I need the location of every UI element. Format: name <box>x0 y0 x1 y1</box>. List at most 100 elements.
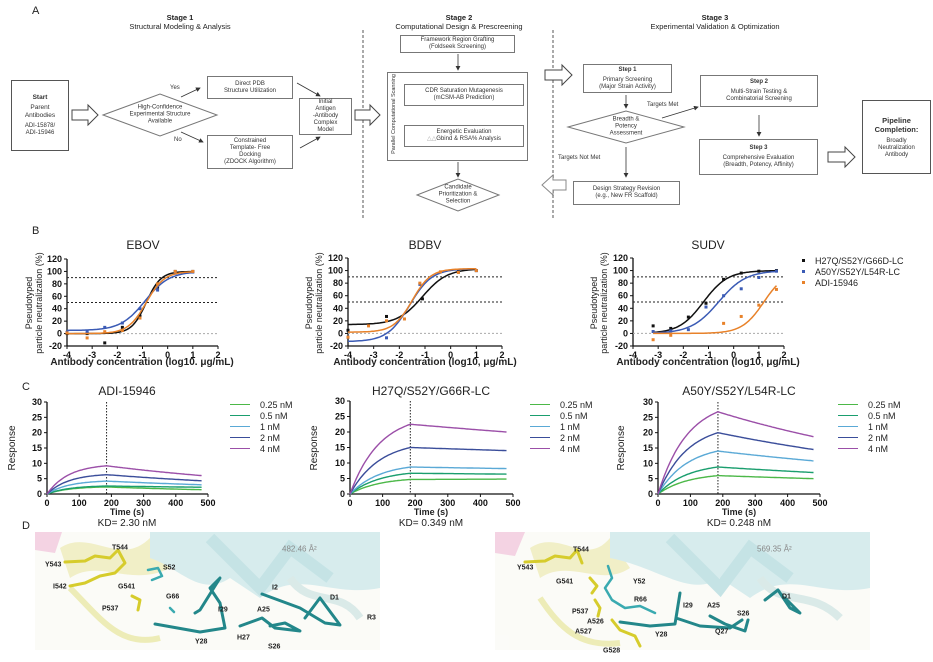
data-point <box>418 281 422 285</box>
kd-value-c1: KD= 2.30 nM <box>97 518 157 529</box>
legend-line <box>230 436 250 438</box>
chart-title-ebov: EBOV <box>126 238 160 252</box>
legend-label: 0.5 nM <box>260 411 288 421</box>
y-tick-label: 60 <box>618 291 628 301</box>
legend-line <box>838 425 858 427</box>
residue-label: A527 <box>575 628 592 636</box>
y-tick-label: 15 <box>32 443 42 453</box>
step3-title: Step 3 <box>749 145 768 151</box>
residue-label: G528 <box>603 647 621 655</box>
legend-label: 0.25 nM <box>868 400 901 410</box>
data-point <box>385 336 388 340</box>
stage3-subtitle: Experimental Validation & Optimization <box>650 22 780 31</box>
legend-line <box>530 403 550 405</box>
legend-label: 2 nM <box>868 433 889 443</box>
x-tick-label: 400 <box>473 498 488 508</box>
y-tick-label: 20 <box>52 316 62 326</box>
y-tick-label: 30 <box>32 397 42 407</box>
legend-item: 0.25 nM <box>838 400 901 410</box>
legend-line <box>230 403 250 405</box>
x-axis-label-c1: Time (s) <box>109 507 145 517</box>
x-tick-label: 2 <box>215 350 220 360</box>
residue-label: I29 <box>218 606 228 614</box>
data-point <box>722 321 726 325</box>
structure-image-parent <box>35 532 380 650</box>
y-tick-label: 20 <box>335 427 345 437</box>
residue-label: S26 <box>737 610 750 618</box>
step1-box: Step 1 Primary Screening (Major Strain A… <box>583 64 672 93</box>
x-tick-label: -3 <box>88 350 96 360</box>
assessment-text: Breadth & Potency Assessment <box>609 116 643 137</box>
data-point <box>774 287 778 291</box>
legend-item: 4 nM <box>838 444 888 454</box>
step1-body: Primary Screening (Major Strain Activity… <box>599 76 656 90</box>
data-point <box>138 316 142 320</box>
y-tick-label: 25 <box>643 412 653 422</box>
legend-line <box>530 436 550 438</box>
residue-label: P537 <box>572 608 589 616</box>
y-tick-label: 10 <box>32 458 42 468</box>
data-point <box>367 324 371 328</box>
block-arrow-left <box>541 173 567 197</box>
x-tick-label: -1 <box>704 350 712 360</box>
legend-label: ADI-15946 <box>815 278 859 288</box>
x-tick-label: 200 <box>715 498 730 508</box>
legend-item: 0.25 nM <box>530 400 593 410</box>
sensorgram-4-nM <box>349 423 507 495</box>
legend-marker <box>802 281 805 284</box>
x-tick-label: 300 <box>748 498 763 508</box>
data-point <box>65 331 69 335</box>
chart-title-bdbv: BDBV <box>408 238 442 252</box>
chart-title-sudv: SUDV <box>691 238 725 252</box>
buried-surface-area: 569.35 Å² <box>757 544 792 554</box>
residue-label: G541 <box>556 578 574 586</box>
legend-line <box>838 414 858 416</box>
y-tick-label: -20 <box>330 341 343 351</box>
data-point <box>669 326 673 330</box>
kd-value-c2: KD= 0.349 nM <box>398 518 464 529</box>
residue-label: Q27 <box>715 628 729 636</box>
data-point <box>156 282 160 286</box>
residue-label: G541 <box>118 583 136 591</box>
stage2-subtitle: Computational Design & Prescreening <box>395 22 523 31</box>
x-axis-label-c3: Time (s) <box>721 507 757 517</box>
residue-label: D1 <box>782 593 791 601</box>
legend-line <box>530 447 550 449</box>
y-tick-label: 20 <box>32 428 42 438</box>
chart-b3: -20 0 20 40 60 80 100 120 -4 -3 -2 -1 0 1 2 <box>613 253 787 360</box>
targets-met-label: Targets Met <box>647 102 679 108</box>
x-axis-label-c2: Time (s) <box>413 507 449 517</box>
decision-diamond <box>101 93 219 137</box>
x-tick-label: 0 <box>44 498 49 508</box>
constrained-docking-box: Constrained Template- Free Docking (ZDOC… <box>207 135 293 169</box>
legend-label: H27Q/S52Y/G66D-LC <box>815 256 904 266</box>
x-tick-label: 400 <box>168 498 183 508</box>
chart-title-h27q: H27Q/S52Y/G66R-LC <box>371 384 491 398</box>
step3-box: Step 3 Comprehensive Evaluation (Breadth… <box>699 139 818 175</box>
data-point <box>774 269 778 273</box>
x-tick-label: -2 <box>113 350 121 360</box>
y-tick-label: 80 <box>333 278 343 288</box>
data-point <box>138 307 142 311</box>
x-tick-label: -3 <box>654 350 662 360</box>
data-point <box>651 330 655 334</box>
legend-item: ADI-15946 <box>802 278 858 288</box>
fit-curve <box>653 270 777 334</box>
legend-item: 0.25 nM <box>230 400 293 410</box>
data-point <box>103 325 107 329</box>
x-tick-label: 0 <box>731 350 736 360</box>
panel-label-d: D <box>22 520 30 532</box>
legend-item: 4 nM <box>530 444 580 454</box>
data-point <box>156 288 160 292</box>
sensorgram-0-25-nM <box>657 474 814 495</box>
kd-value-c3: KD= 0.248 nM <box>706 518 772 529</box>
candidate-diamond <box>415 178 501 212</box>
y-tick-label: 30 <box>643 397 653 407</box>
step2-body: Multi-Strain Testing & Combinatorial Scr… <box>726 89 792 102</box>
chart-title-a50y: A50Y/S52Y/L54R-LC <box>682 384 796 398</box>
x-tick-label: 1 <box>756 350 761 360</box>
decision-text: High-Confidence Experimental Structure A… <box>129 104 191 125</box>
